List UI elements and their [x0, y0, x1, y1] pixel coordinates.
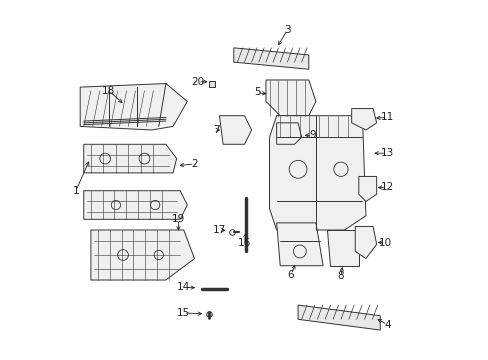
Polygon shape	[269, 116, 365, 230]
Text: 3: 3	[284, 25, 290, 35]
Text: 18: 18	[102, 86, 115, 96]
Polygon shape	[265, 80, 315, 116]
Text: 19: 19	[171, 214, 184, 224]
Text: 10: 10	[378, 238, 391, 248]
Text: 12: 12	[380, 182, 393, 192]
Text: 6: 6	[287, 270, 294, 280]
Text: 2: 2	[191, 159, 198, 169]
Text: 5: 5	[253, 87, 260, 98]
Polygon shape	[276, 123, 301, 144]
Polygon shape	[233, 48, 308, 69]
Polygon shape	[83, 144, 176, 173]
Text: 17: 17	[212, 225, 225, 235]
Polygon shape	[351, 109, 376, 130]
Text: 9: 9	[308, 130, 315, 140]
Text: 4: 4	[383, 320, 390, 330]
Text: 16: 16	[237, 238, 251, 248]
Text: 13: 13	[380, 148, 393, 158]
Polygon shape	[219, 116, 251, 144]
Polygon shape	[358, 176, 376, 202]
Text: 20: 20	[191, 77, 204, 87]
Polygon shape	[354, 226, 376, 258]
Text: 1: 1	[72, 186, 79, 196]
Polygon shape	[80, 84, 187, 130]
Text: 15: 15	[177, 308, 190, 318]
Polygon shape	[326, 230, 358, 266]
Polygon shape	[83, 191, 187, 219]
Text: 7: 7	[212, 125, 219, 135]
Text: 14: 14	[177, 282, 190, 292]
Polygon shape	[298, 305, 380, 330]
Polygon shape	[276, 223, 323, 266]
Polygon shape	[91, 230, 194, 280]
Text: 11: 11	[380, 112, 393, 122]
Text: 8: 8	[337, 271, 344, 282]
